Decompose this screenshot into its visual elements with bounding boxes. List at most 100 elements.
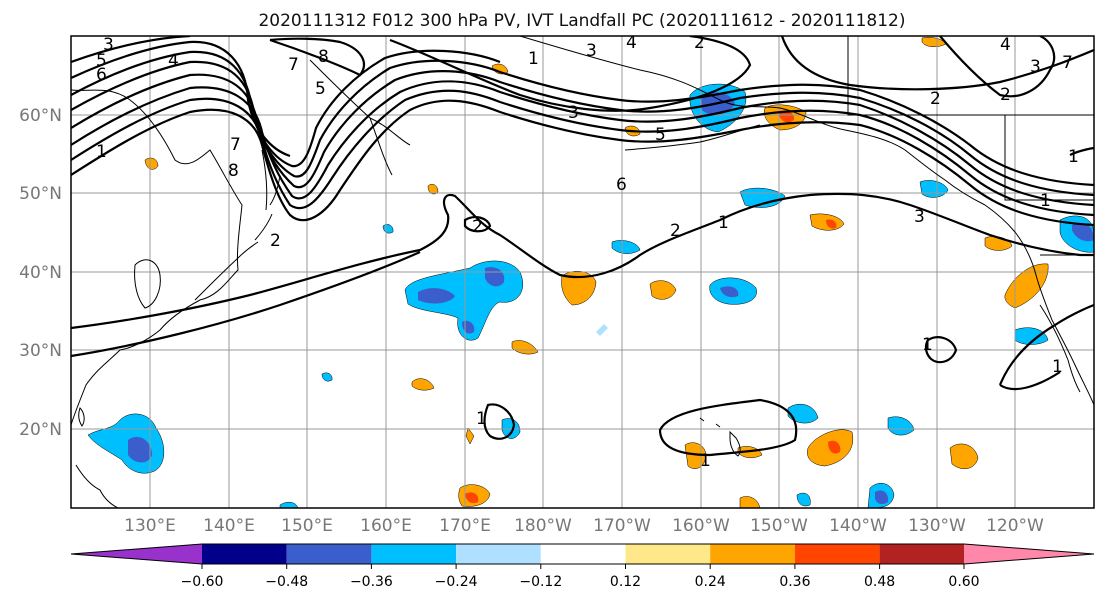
hawaii-islands: [699, 417, 741, 457]
pv-contour: [71, 250, 421, 358]
pv-contour-label: 4: [626, 33, 637, 53]
pv-contour-label: 2: [670, 221, 681, 241]
ivt-positive-core: [828, 440, 841, 454]
figure-title: 2020111312 F012 300 hPa PV, IVT Landfall…: [258, 11, 905, 31]
pv-contour: [658, 398, 798, 457]
colorbar-segment: [710, 544, 795, 564]
ivt-negative-region: [787, 403, 819, 424]
asia-coastline: [71, 89, 243, 426]
ivt-positive-core: [826, 219, 837, 229]
colorbar-tick-label: −0.24: [435, 574, 478, 590]
pv-contour-label: 6: [616, 175, 627, 195]
pv-contour-label: 3: [1030, 57, 1041, 77]
lon-label: 160°E: [360, 516, 412, 536]
pv-contour-label: 1: [96, 142, 107, 162]
ivt-positive-region: [427, 184, 439, 195]
ivt-negative-core: [875, 490, 889, 505]
ivt-negative-region: [321, 372, 333, 382]
ivt-positive-region: [949, 443, 979, 470]
colorbar-segment: [625, 544, 711, 564]
map-panel: 3 4 5 6 7 8 1 3 4 2 1 3 5 6 2 1 2 1 1 1 …: [71, 33, 1094, 508]
ivt-negative-core: [128, 436, 152, 463]
colorbar-tick-label: −0.12: [519, 574, 562, 590]
ivt-negative-core: [418, 288, 455, 304]
colorbar-segment: [71, 544, 202, 564]
pv-contour-label: 8: [228, 161, 239, 181]
pv-contour-label: 3: [586, 41, 597, 61]
pv-contour-label: 2: [930, 89, 941, 109]
philippines-coast: [75, 464, 119, 508]
colorbar-segment: [879, 544, 964, 564]
pv-contour: [71, 192, 1094, 330]
ivt-positive-region: [411, 378, 435, 391]
korea-peninsula: [134, 259, 161, 309]
lon-label: 150°W: [750, 516, 808, 536]
lat-label: 30°N: [19, 341, 62, 361]
colorbar-segment: [456, 544, 541, 564]
pv-contour-label: 1: [476, 409, 487, 429]
pv-contour-label: 5: [315, 79, 326, 99]
pv-contour: [269, 37, 365, 77]
pv-contour-label: 5: [655, 125, 666, 145]
lon-label: 120°W: [986, 516, 1044, 536]
pv-contour: [71, 49, 501, 168]
colorbar-segment: [202, 544, 287, 564]
colorbar-tick-label: 0.60: [948, 574, 979, 590]
ivt-negative-region: [887, 416, 915, 436]
pv-contour-label: 1: [1052, 357, 1063, 377]
pv-contour-label: 7: [288, 55, 299, 75]
lon-label: 130°W: [908, 516, 966, 536]
pv-contour-label: 2: [694, 33, 705, 53]
pv-contour: [71, 40, 291, 158]
pv-contour: [483, 403, 516, 440]
colorbar-tick-label: 0.24: [695, 574, 726, 590]
pv-contour-label: 1: [528, 49, 539, 69]
lon-label: 160°W: [672, 516, 730, 536]
pv-contour-label: 8: [318, 47, 329, 67]
lon-label: 150°E: [281, 516, 333, 536]
colorbar: −0.60 −0.48 −0.36 −0.24 −0.12 0.12 0.24 …: [70, 543, 1095, 590]
lat-label: 60°N: [19, 106, 62, 126]
ivt-positive-core: [465, 492, 479, 504]
pv-contour-label: 1: [700, 451, 711, 471]
pv-contour-label: 1: [718, 213, 729, 233]
ivt-negative-region: [611, 240, 641, 254]
pv-contour-label: 7: [230, 135, 241, 155]
pv-contour-label: 2: [472, 217, 483, 237]
pv-contour-label: 2: [270, 231, 281, 251]
canada-bc-border: [1004, 115, 1094, 201]
ivt-positive-region: [739, 496, 761, 508]
pv-contour-label: 1: [1068, 147, 1079, 167]
longitude-labels: 130°E 140°E 150°E 160°E 170°E 180°W 170°…: [124, 516, 1044, 536]
pv-contour-label: 4: [1000, 35, 1011, 55]
lon-label: 140°E: [203, 516, 255, 536]
lat-label: 50°N: [19, 184, 62, 204]
pv-contour: [463, 216, 492, 233]
lon-label: 170°E: [439, 516, 491, 536]
lon-label: 170°W: [593, 516, 651, 536]
ivt-positive-region: [465, 427, 475, 445]
colorbar-tick-label: −0.60: [181, 574, 224, 590]
colorbar-segment: [371, 544, 457, 564]
pv-contour-label: 3: [914, 207, 925, 227]
canada-border: [847, 36, 1094, 116]
pv-contour-label: 1: [1040, 191, 1051, 211]
pv-contour: [389, 36, 752, 112]
ivt-positive-core: [778, 110, 795, 123]
pv-contour: [939, 36, 1056, 98]
lon-label: 130°E: [124, 516, 176, 536]
colorbar-tick-label: 0.48: [864, 574, 895, 590]
pv-contour-label: 6: [96, 65, 107, 85]
ivt-negative-region: [279, 501, 299, 508]
latitude-labels: 60°N 50°N 40°N 30°N 20°N: [19, 106, 62, 440]
colorbar-tick-label: −0.36: [350, 574, 393, 590]
pv-contour: [780, 36, 1094, 91]
colorbar-segment: [964, 544, 1094, 564]
ivt-negative-region: [1014, 327, 1049, 345]
ivt-positive-region: [649, 280, 677, 300]
kamchatka-peninsula: [309, 59, 411, 176]
colorbar-tick-label: 0.36: [779, 574, 810, 590]
pv-contour: [71, 36, 191, 64]
lon-label: 180°W: [514, 516, 572, 536]
